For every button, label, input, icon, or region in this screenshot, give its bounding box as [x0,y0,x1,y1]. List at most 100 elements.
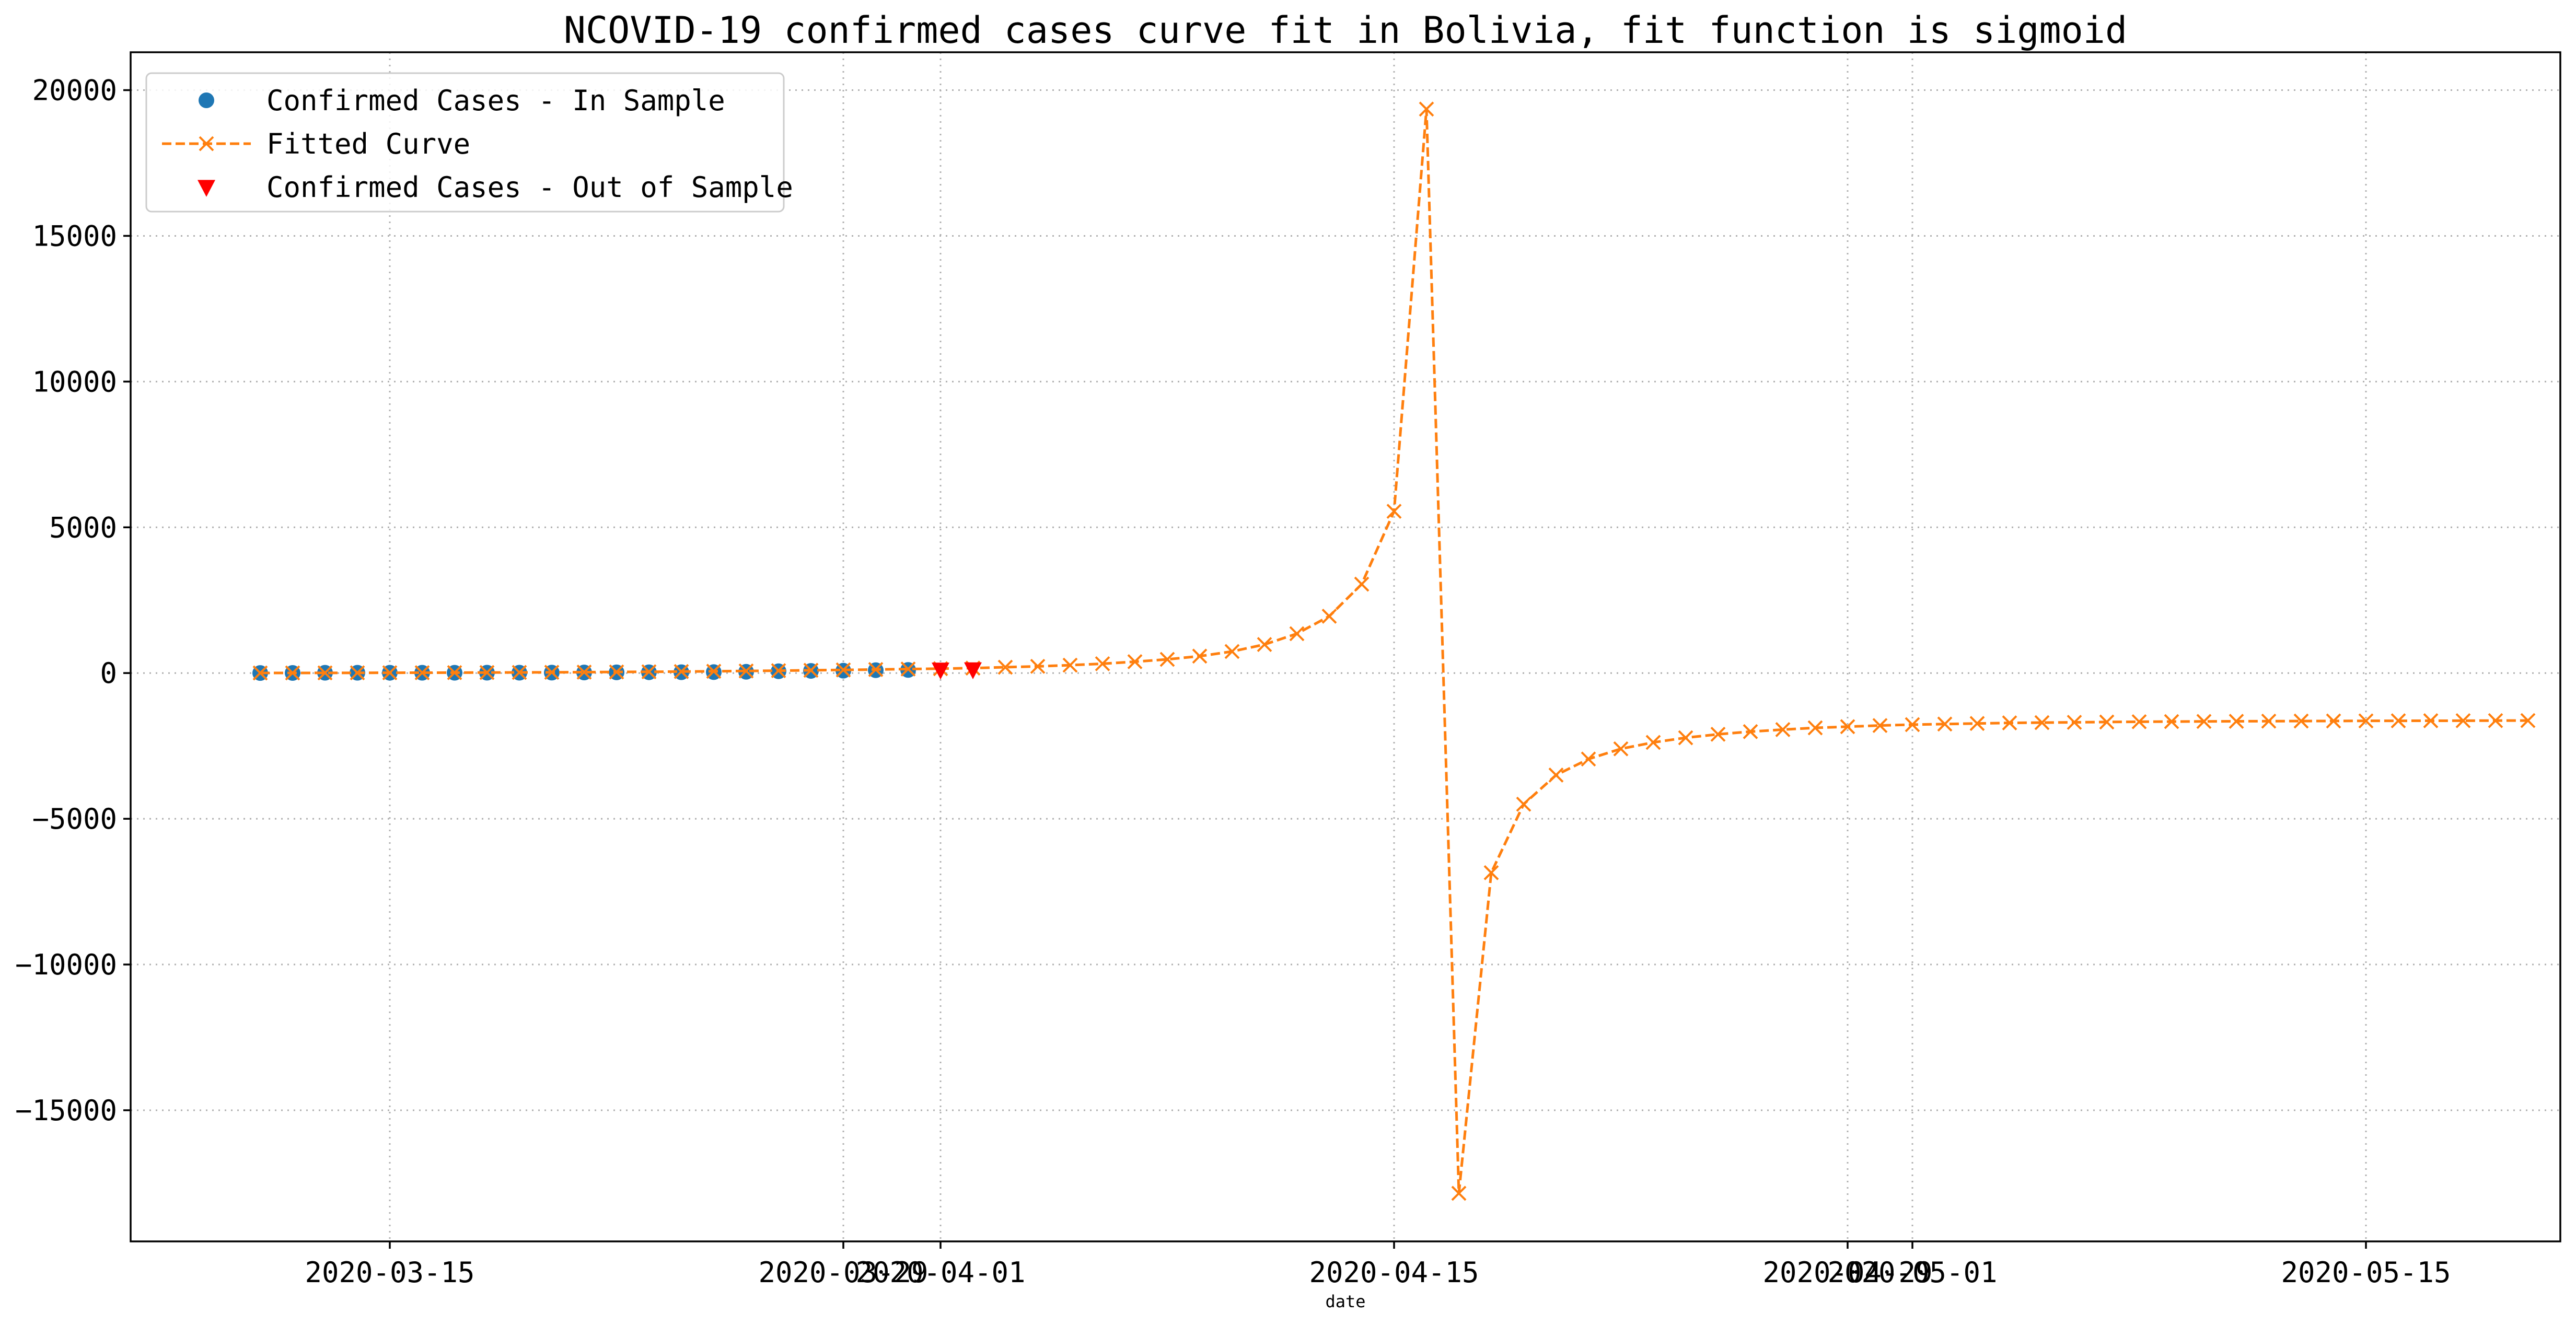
data-point-x [1062,657,1078,673]
data-point-x [2326,713,2341,729]
grid-layer [131,52,2560,1241]
data-point-x [1095,656,1110,671]
x-tick-label: 2020-03-29 [758,1256,928,1289]
data-point-x [252,665,268,681]
legend-items: Confirmed Cases - In Sample Fitted Curve C… [162,84,793,204]
data-point-x [1872,718,1888,734]
data-point-x [2131,714,2147,729]
y-tick-label: 5000 [49,511,117,544]
data-point-x [2520,713,2536,728]
data-point-x [2358,713,2374,729]
legend-label: Confirmed Cases - In Sample [266,84,725,117]
data-point-x [1483,865,1499,880]
data-point-x [512,665,527,680]
data-point-x [2164,714,2179,729]
data-point-x [1419,101,1434,117]
data-point-x [1905,717,1920,733]
legend-item: Fitted Curve [162,127,470,160]
x-tick-label: 2020-04-15 [1309,1256,1479,1289]
data-point-x [1516,796,1531,812]
data-point-x [2293,713,2309,729]
data-point-x [900,661,916,677]
data-point-x [1127,654,1143,669]
data-point-x [641,664,657,680]
data-point-x [1775,722,1791,737]
data-point-x [414,665,430,680]
data-point-x [317,665,333,681]
x-tick-label: 2020-05-01 [1827,1256,1997,1289]
data-point-x [2455,713,2471,728]
data-point-x [836,662,851,678]
legend-item: Confirmed Cases - In Sample [199,84,725,117]
data-point-x [2002,715,2017,731]
x-axis-label: date [1325,1292,1365,1311]
data-point-x [1159,652,1175,667]
data-point-x [544,665,560,680]
data-point-x [382,665,398,681]
data-point-x [576,665,592,680]
data-point-x [1354,576,1370,592]
data-point-x [2423,713,2439,728]
legend-item: Confirmed Cases - Out of Sample [198,171,793,204]
series-dashed-x [252,101,2536,1201]
data-point-x [1030,658,1046,674]
data-point-triangle [964,662,982,680]
data-point-x [1224,644,1240,659]
data-point-x [350,665,365,681]
legend: Confirmed Cases - In Sample Fitted Curve C… [145,72,793,213]
data-point-x [2099,714,2115,730]
data-layer [252,101,2536,1201]
y-tick-label: 0 [100,657,117,690]
data-point-x [1969,716,1985,731]
data-point-x [803,662,819,678]
x-tick-label: 2020-04-29 [1762,1256,1932,1289]
data-point-x [997,659,1013,675]
data-point-x [868,661,884,677]
data-point-x [1321,609,1337,624]
data-point-x [285,665,300,681]
data-point-x [2196,714,2212,729]
data-point-x [2488,713,2503,728]
chart-title: NCOVID-19 confirmed cases curve fit in B… [564,9,2127,52]
legend-label: Fitted Curve [266,127,470,160]
x-tick-label: 2020-04-01 [855,1256,1025,1289]
y-tick-label: −10000 [15,948,117,981]
data-point-triangle [932,662,949,680]
data-point-x [1386,504,1402,519]
data-point-triangle [198,180,215,197]
data-point-x [2261,713,2277,729]
data-point-x [771,663,786,679]
axis-layer: −15000 −10000 −5000 0 5000 10000 15000 20000 202… [15,74,2451,1289]
data-point-x [1840,719,1855,735]
data-point-x [1613,741,1629,757]
data-point-x [1257,637,1272,652]
y-tick-label: 10000 [32,365,117,398]
data-point-circle [199,92,214,108]
data-point-x [1710,726,1726,742]
data-point-x [738,663,754,679]
data-point-x [1743,724,1758,739]
data-point-x [1451,1185,1467,1201]
data-point-x [1645,735,1661,750]
x-tick-label: 2020-05-15 [2281,1256,2451,1289]
legend-label: Confirmed Cases - Out of Sample [266,171,793,204]
data-point-x [2391,713,2406,728]
data-point-x [2034,715,2050,730]
data-point-x [479,665,495,680]
data-point-x [447,665,462,680]
data-point-x [609,664,624,680]
data-point-x [199,136,214,152]
data-point-x [1937,716,1953,732]
data-point-x [2067,715,2082,730]
data-point-x [2229,714,2244,729]
y-tick-label: 15000 [32,219,117,252]
data-point-x [674,664,689,679]
series-triangle-down [932,662,982,680]
data-point-x [1807,720,1823,736]
y-tick-label: 20000 [32,74,117,107]
data-point-x [1548,768,1564,783]
plot-frame [130,51,2561,1242]
data-point-x [1678,730,1693,746]
